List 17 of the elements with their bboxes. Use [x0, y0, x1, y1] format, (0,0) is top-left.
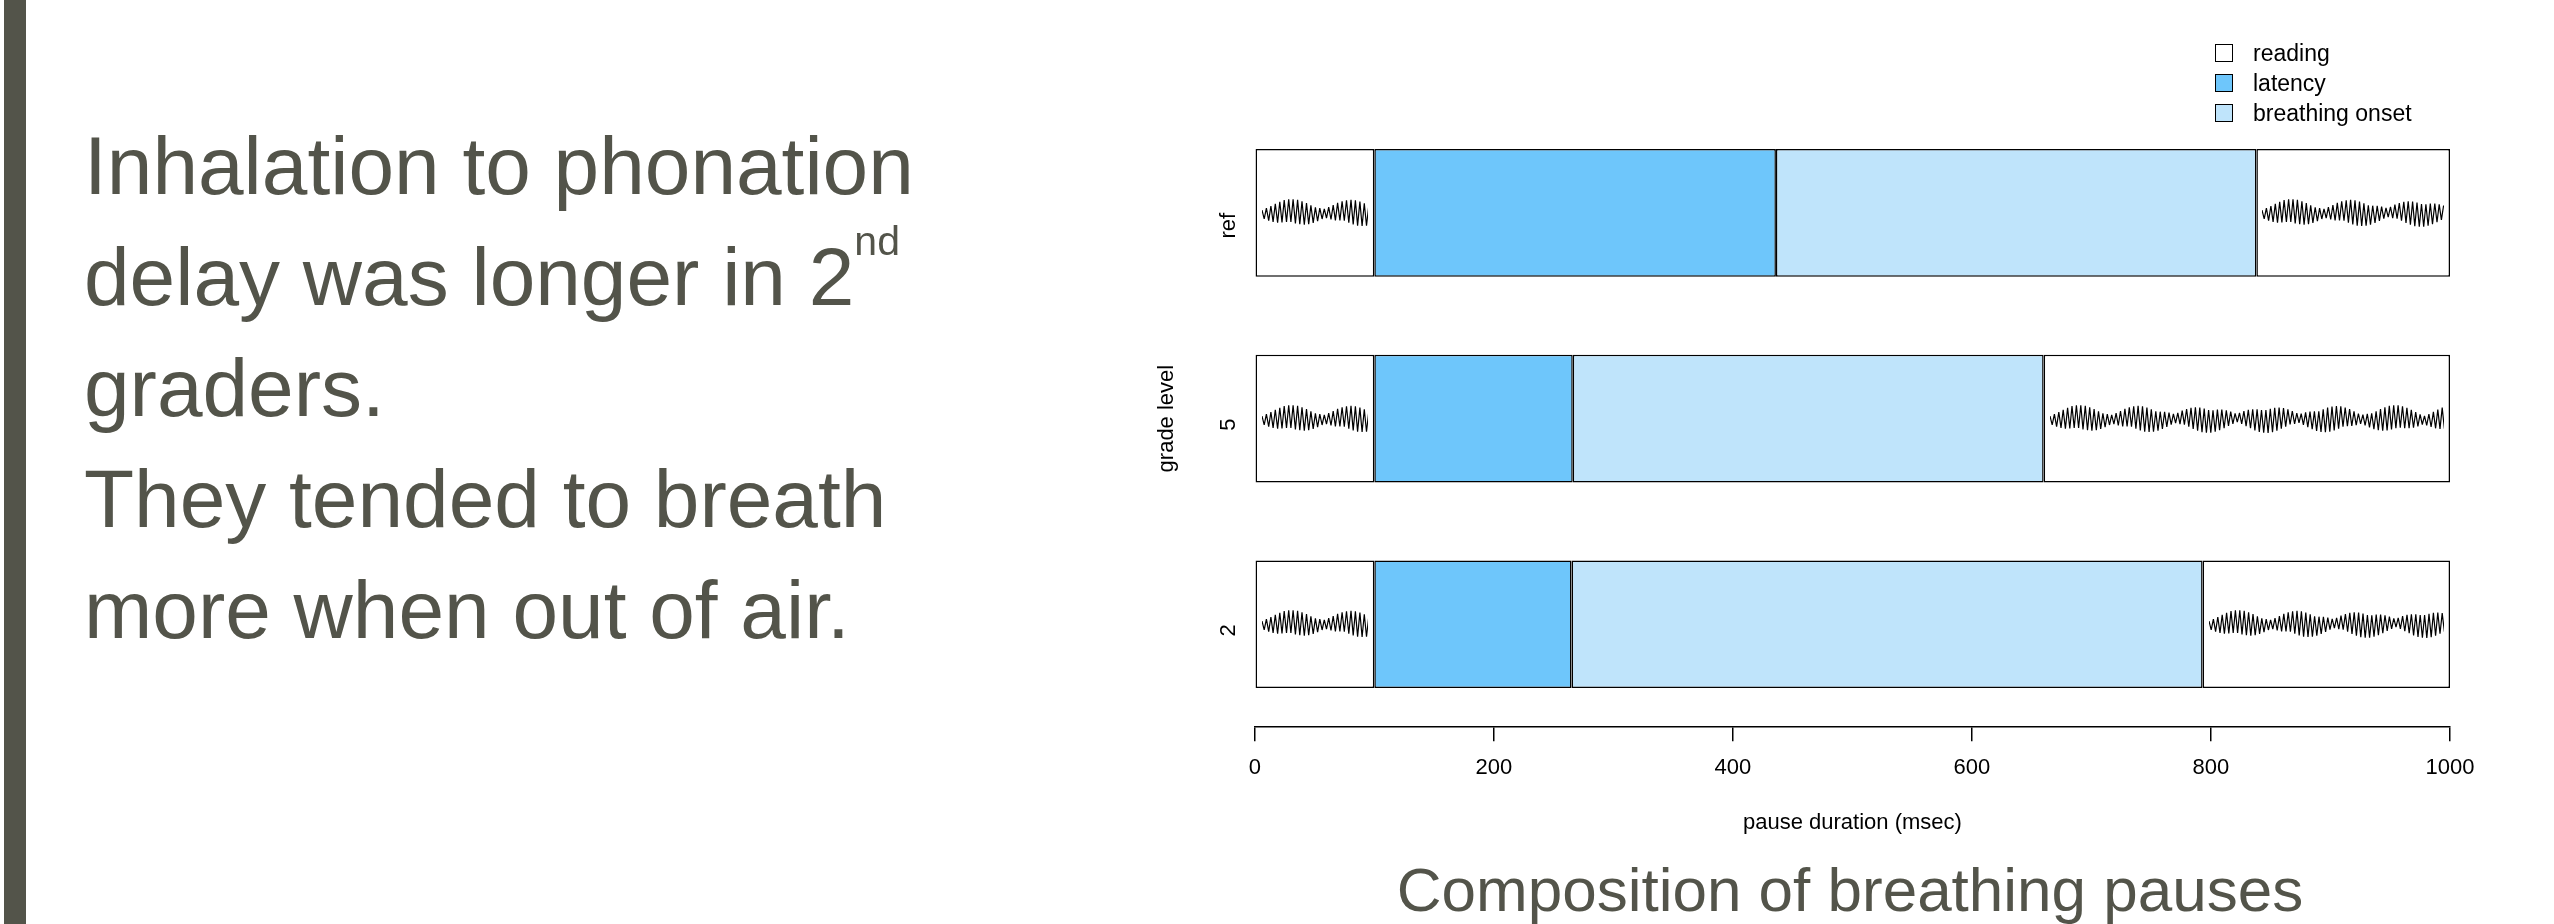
- y-tick-label: ref: [1214, 211, 1240, 239]
- x-axis-title: pause duration (msec): [1742, 808, 1962, 834]
- legend-label: breathing onset: [2253, 99, 2412, 128]
- x-tick-label: 600: [1953, 754, 1991, 780]
- x-tick-label: 800: [2192, 754, 2230, 780]
- text: Composition of breathing pauses: [1395, 855, 2305, 924]
- x-tick-label: 1000: [2425, 754, 2475, 780]
- x-tick-label: 400: [1714, 754, 1752, 780]
- x-tick-label: 200: [1475, 754, 1513, 780]
- y-axis-title: grade level: [1153, 364, 1179, 473]
- legend-label: latency: [2253, 69, 2326, 98]
- text: They tended to breath more when out of air.: [84, 452, 888, 657]
- text: Inhalation to phonation delay was longer in 2$^{nd}$ graders.: [84, 120, 914, 433]
- x-tick-label: 0: [1248, 754, 1261, 780]
- y-tick-label: 2: [1214, 624, 1240, 637]
- text: reading: [2253, 39, 2330, 68]
- y-tick-label: 5: [1214, 418, 1240, 431]
